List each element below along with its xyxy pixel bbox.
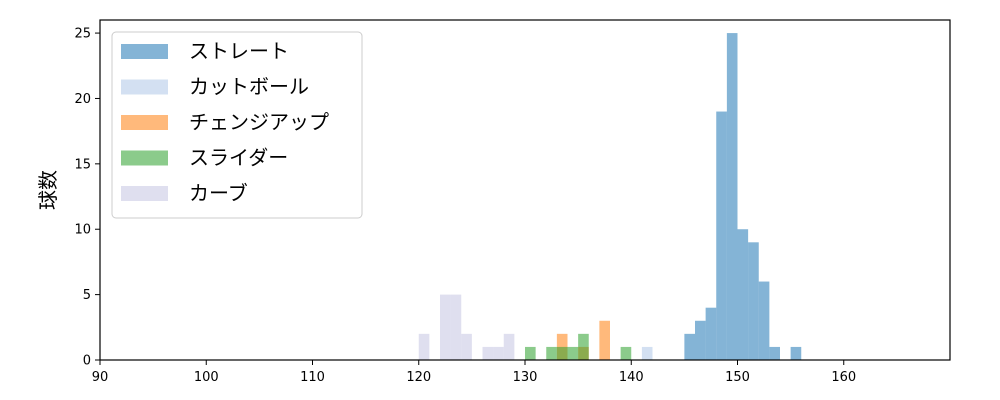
bar-0-9 [790, 346, 802, 360]
bar-3-5 [620, 346, 632, 360]
bar-0-3 [716, 111, 727, 361]
bar-3-0 [525, 346, 536, 360]
y-axis-label: 球数 [36, 170, 60, 210]
bar-0-1 [695, 320, 706, 360]
legend-swatch [121, 79, 168, 95]
legend-label: スライダー [189, 146, 288, 170]
bar-0-6 [748, 242, 759, 360]
bar-0-8 [769, 346, 780, 360]
bar-4-0 [418, 333, 430, 360]
y-tick-label: 0 [83, 354, 91, 369]
legend-swatch [121, 150, 168, 166]
y-tick-label: 20 [74, 92, 91, 107]
x-tick-label: 160 [831, 370, 856, 385]
bar-3-4 [578, 333, 589, 360]
y-tick-label: 5 [83, 288, 91, 303]
x-tick-label: 150 [725, 370, 750, 385]
legend-label: カットボール [189, 75, 309, 99]
legend-label: カーブ [189, 181, 248, 205]
legend-label: チェンジアップ [189, 110, 329, 134]
bar-2-2 [599, 320, 610, 360]
bar-4-5 [493, 346, 504, 360]
bar-3-2 [556, 346, 568, 360]
legend-label: ストレート [189, 39, 289, 63]
bar-4-3 [461, 333, 472, 360]
legend-box [111, 31, 363, 219]
bar-0-2 [705, 307, 717, 360]
legend-swatch [121, 186, 168, 201]
x-tick-label: 140 [619, 370, 644, 385]
bar-0-0 [684, 333, 695, 360]
legend-swatch [121, 44, 168, 59]
bar-0-5 [737, 229, 749, 360]
bar-4-1 [440, 294, 451, 360]
bar-3-3 [567, 346, 579, 360]
bar-1-0 [641, 346, 653, 360]
x-tick-label: 90 [92, 370, 109, 385]
bar-0-4 [726, 33, 738, 360]
y-axis: 0 5 10 15 20 25 [74, 27, 100, 369]
x-tick-label: 100 [194, 370, 219, 385]
x-tick-label: 120 [406, 370, 431, 385]
bar-3-1 [546, 346, 557, 360]
y-tick-label: 15 [74, 157, 91, 172]
legend-swatch [121, 115, 168, 130]
bar-4-6 [503, 333, 515, 360]
x-axis: 90 100 110 120 130 140 150 160 [92, 360, 856, 385]
bars-layer [418, 33, 802, 361]
y-tick-label: 10 [74, 223, 91, 238]
bar-4-2 [450, 294, 462, 360]
x-tick-label: 130 [513, 370, 538, 385]
bar-0-7 [758, 281, 770, 360]
y-tick-label: 25 [74, 27, 91, 42]
x-tick-label: 110 [300, 370, 325, 385]
bar-4-4 [482, 346, 494, 360]
